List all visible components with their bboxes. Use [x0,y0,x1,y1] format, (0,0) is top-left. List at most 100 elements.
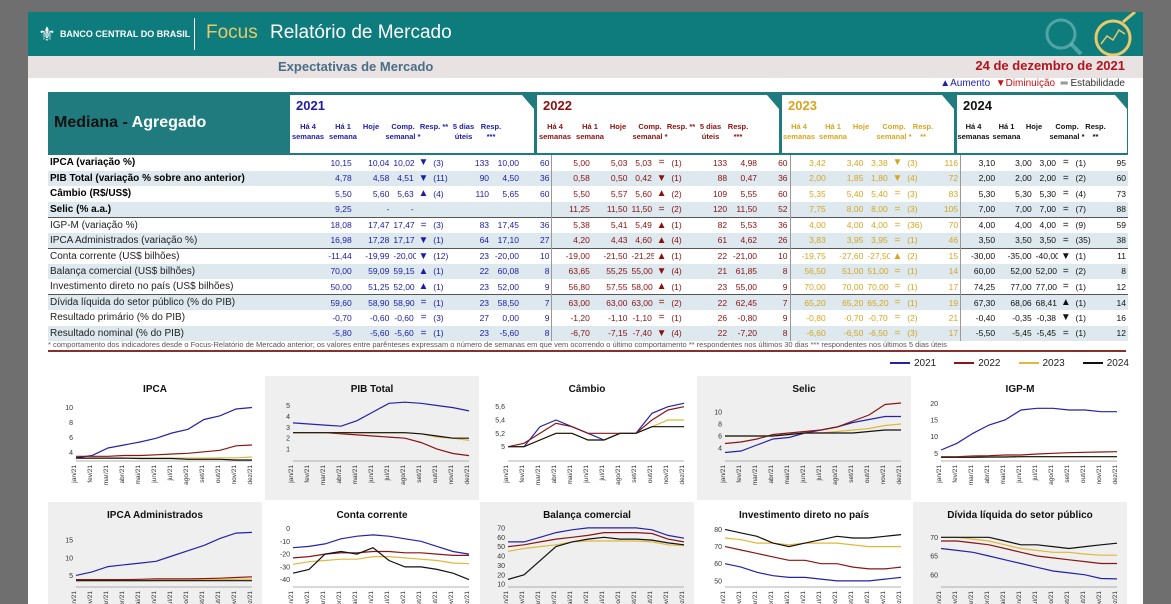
x-tick-label: jul/21 [167,591,174,604]
x-tick-label: abr/21 [768,465,775,484]
table-cell: 36 [520,216,553,233]
table-cell: 133 [712,157,728,168]
x-tick-label: ago/21 [615,591,622,604]
y-tick-label: 20 [930,401,938,408]
series-line-2021 [724,563,902,582]
table-cell: = [1058,325,1074,341]
table-cell: 36 [759,170,791,186]
y-tick-label: 5 [934,451,938,458]
table-cell: 17,45 [491,216,521,233]
x-tick-label: out/21 [1080,591,1087,604]
series-line-2022 [293,432,470,457]
table-cell: 0,00 [502,312,519,323]
table-cell: (4) [669,232,694,248]
table-cell: 60,08 [491,263,521,279]
table-cell: -1,10 [632,312,652,323]
table-cell: (4) [905,170,932,186]
x-tick-label: mar/21 [103,591,110,604]
x-tick-label: out/21 [647,591,654,604]
y-tick-label: 6 [718,434,722,441]
table-cell: ▲ [889,247,906,264]
x-tick-label: abr/21 [119,465,126,484]
table-cell: = [1058,263,1074,279]
table-cell: (1) [671,281,682,292]
table-cell: (3) [907,188,918,199]
table-cell: 4,00 [790,216,828,233]
column-header: Hoje [362,122,380,131]
table-cell: 11 [1100,247,1128,264]
table-cell: ▲ [656,281,667,292]
table-cell: 70,00 [842,281,864,292]
table-cell: ▼ [418,157,429,169]
x-tick-label: out/21 [864,591,871,604]
legend-up: ▲Aumento [940,78,991,89]
table-cell: 23 [455,325,492,341]
table-cell: -21,50 [591,247,630,264]
x-tick-label: set/21 [199,591,206,604]
x-tick-label: abr/21 [336,591,343,604]
table-cell: (1) [669,216,694,233]
table-cell: = [420,312,427,324]
x-tick-label: out/21 [215,465,222,483]
table-cell: (1) [1075,157,1086,168]
row-label: IPCA Administrados (variação %) [48,232,314,248]
column-header: Resp. *** [480,122,502,141]
table-cell: -6,50 [865,325,890,341]
table-cell: 59,09 [353,263,392,279]
table-cell: 4,00 [960,216,998,233]
table-cell: ▼ [653,325,670,341]
table-cell: -11,44 [313,247,354,264]
table-cell: 5,35 [809,188,826,199]
x-tick-label: ago/21 [183,591,190,604]
table-cell: 12 [1100,325,1128,341]
table-cell: 10,02 [393,157,415,168]
x-tick-label: mai/21 [567,591,574,604]
table-cell: 51,25 [368,281,390,292]
chart-svg: 5 4 3 2 1 jan/21 fev/21 mar/21 abr/21 mai/21 jun/2… [286,401,471,485]
table-cell: 18,08 [313,216,354,233]
table-cell: 77,00 [1035,281,1057,292]
x-tick-label: jun/21 [583,591,590,604]
table-cell: 2,00 [1033,170,1059,186]
table-cell: -20,00 [391,247,416,264]
table-cell: (1) [671,157,682,168]
table-cell: 65,20 [865,294,890,310]
legend-swatch [1018,362,1039,365]
y-tick-label: -40 [280,577,290,584]
column-header: 5 dias úteis [452,122,475,141]
table-cell: 60,00 [960,263,998,279]
table-cell: 11,25 [551,201,592,217]
table-cell: 2,00 [997,170,1034,186]
series-line-2023 [941,536,1117,556]
table-cell [431,201,456,217]
logo-text: BANCO CENTRAL DO BRASIL [59,29,191,39]
x-tick-label: jan/21 [936,465,943,484]
chart-title: Conta corrente [336,510,408,521]
y-tick-label: 20 [497,572,505,579]
table-cell: 38 [1100,232,1128,248]
table-cell: (1) [905,232,932,248]
table-cell: 3,40 [846,157,864,168]
x-tick-label: ago/21 [400,591,407,604]
y-tick-label: 8 [718,422,722,429]
series-line-2024 [292,547,470,581]
table-cell: (4) [433,188,444,199]
table-cell: = [889,201,906,217]
column-header: Hoje [1025,122,1043,131]
table-cell: 88 [1100,201,1128,217]
chart-svg: 20 15 10 5 jan/21 fev/21 mar/21 abr/21 mai/21 jun… [930,401,1119,485]
y-tick-label: 0 [286,526,290,533]
table-cell: -6,50 [827,325,866,341]
y-tick-label: 15 [65,538,73,545]
table-cell: (35) [1073,232,1101,248]
x-tick-label: fev/21 [736,465,743,483]
table-cell: (1) [433,281,444,292]
table-cell: = [1062,157,1069,169]
y-tick-label: 30 [497,563,505,570]
x-tick-label: jun/21 [583,465,590,484]
x-tick-label: fev/21 [519,591,526,604]
table-cell: 17 [931,325,962,341]
x-tick-label: set/21 [1064,591,1071,604]
y-tick-label: 15 [930,418,938,425]
table-row: Balança comercial (US$ bilhões) 70,00 59,0… [48,263,1128,279]
